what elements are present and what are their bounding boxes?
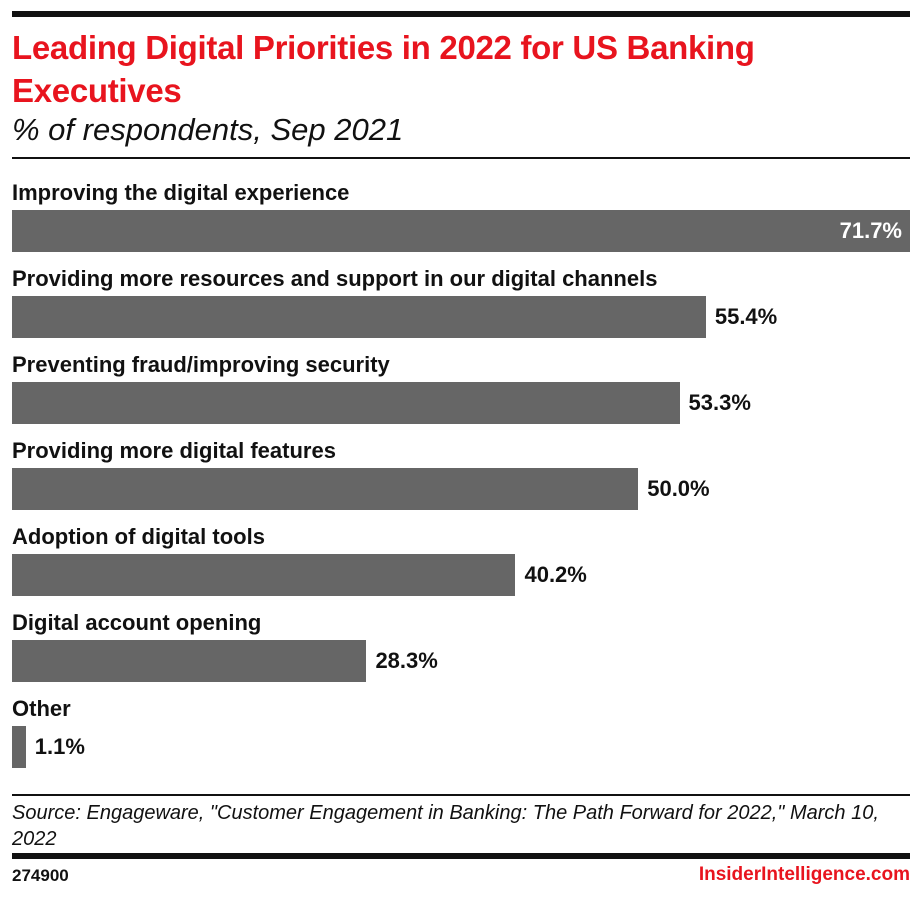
header-divider [12, 157, 910, 159]
value-label: 53.3% [688, 390, 751, 415]
top-rule [12, 11, 910, 17]
category-label: Preventing fraud/improving security [12, 352, 390, 377]
bar [12, 554, 516, 596]
category-label: Other [12, 696, 71, 721]
category-label: Adoption of digital tools [12, 524, 265, 549]
chart-subtitle: % of respondents, Sep 2021 [12, 112, 404, 147]
value-label: 28.3% [375, 648, 438, 673]
category-label: Improving the digital experience [12, 180, 350, 205]
category-label: Providing more digital features [12, 438, 336, 463]
chart-title: Leading Digital Priorities in 2022 for U… [12, 29, 755, 109]
chart-id: 274900 [12, 866, 69, 885]
bar [12, 640, 367, 682]
bar [12, 726, 26, 768]
value-label: 71.7% [839, 218, 902, 243]
source-divider [12, 794, 910, 796]
category-label: Digital account opening [12, 610, 262, 635]
bottom-rule [12, 853, 910, 859]
brand-link[interactable]: InsiderIntelligence.com [698, 864, 910, 885]
value-label: 1.1% [34, 734, 85, 759]
bar [12, 382, 680, 424]
source-note: Source: Engageware, "Customer Engagement… [12, 802, 879, 850]
bar [12, 468, 639, 510]
category-label: Providing more resources and support in … [12, 266, 658, 291]
value-label: 40.2% [524, 562, 587, 587]
bar [12, 296, 706, 338]
value-label: 55.4% [714, 304, 778, 329]
bar [12, 210, 910, 252]
value-label: 50.0% [647, 476, 710, 501]
